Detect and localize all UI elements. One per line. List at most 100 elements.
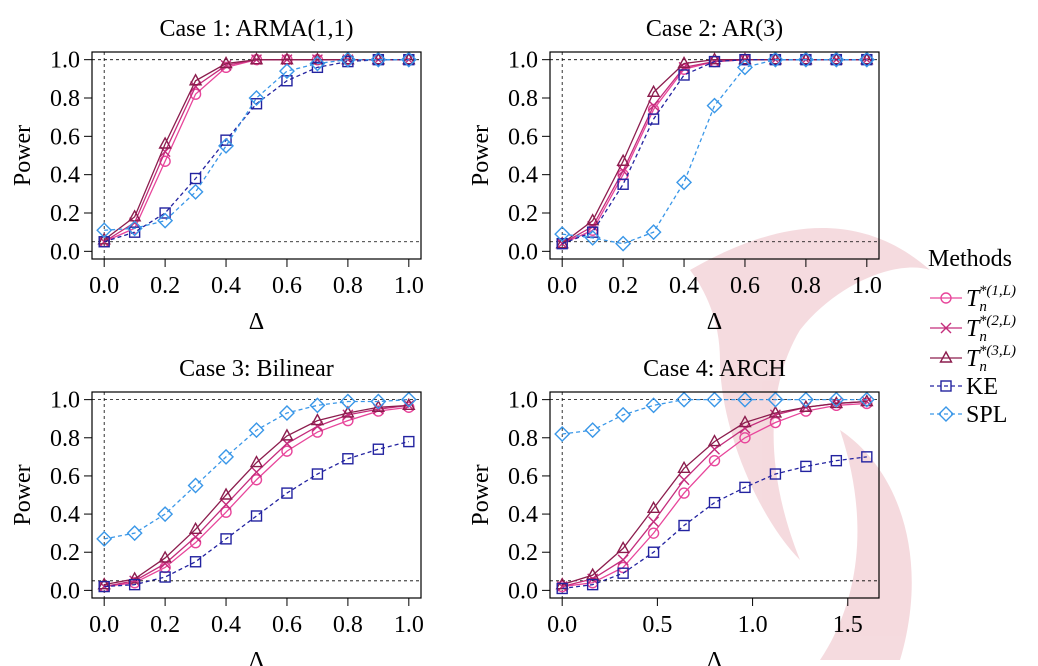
series-line <box>104 440 409 588</box>
marker <box>738 415 752 428</box>
series-line <box>561 59 867 245</box>
watermark <box>690 228 930 660</box>
marker <box>799 52 813 65</box>
marker <box>187 183 204 200</box>
x-tick-label: 0.0 <box>89 612 119 638</box>
legend-label-name: T <box>966 316 981 342</box>
x-tick-label: 0.8 <box>333 273 363 299</box>
marker <box>678 474 690 486</box>
marker <box>96 222 113 239</box>
legend-label: SPL <box>966 402 1007 428</box>
marker <box>189 172 202 185</box>
y-tick-label: 1.0 <box>508 48 538 74</box>
marker <box>586 226 599 238</box>
marker <box>739 481 751 494</box>
y-tick-label: 0.0 <box>508 578 538 604</box>
x-tick-label: 0.4 <box>211 273 241 299</box>
y-axis-label: Power <box>10 125 36 186</box>
marker <box>829 52 844 65</box>
legend-label: KE <box>966 374 998 400</box>
marker <box>707 52 722 65</box>
marker <box>310 413 325 426</box>
marker <box>860 394 874 407</box>
marker <box>616 540 630 554</box>
marker <box>646 84 661 97</box>
marker <box>190 81 202 92</box>
marker <box>645 397 662 414</box>
series-line <box>561 59 867 245</box>
marker <box>554 425 571 442</box>
plot-frame <box>549 51 880 260</box>
marker <box>157 212 174 229</box>
marker <box>403 435 415 448</box>
series-line <box>104 398 409 540</box>
series-line <box>562 402 867 588</box>
marker <box>738 52 752 65</box>
series-line <box>561 400 867 586</box>
x-tick-label: 1.0 <box>394 612 424 638</box>
series-line <box>561 59 867 245</box>
marker <box>556 582 568 595</box>
marker <box>707 434 722 447</box>
marker <box>220 59 232 71</box>
x-axis-label: Δ <box>249 648 264 666</box>
x-axis-label: Δ <box>249 309 264 335</box>
plot-frame <box>91 391 422 599</box>
marker <box>280 428 294 441</box>
marker <box>126 220 143 237</box>
y-axis-label: Power <box>468 464 494 525</box>
marker <box>769 53 782 66</box>
marker <box>250 98 263 110</box>
marker <box>584 229 601 246</box>
marker <box>708 55 721 68</box>
y-tick-label: 0.0 <box>50 239 80 265</box>
x-tick-label: 0.6 <box>730 273 760 299</box>
y-tick-label: 1.0 <box>50 388 80 414</box>
marker <box>342 453 354 465</box>
marker <box>736 391 753 408</box>
marker <box>708 496 721 509</box>
marker <box>769 468 782 480</box>
marker <box>128 226 141 238</box>
marker <box>858 391 875 408</box>
legend-label-sup: *(1,L) <box>979 283 1016 299</box>
legend-label-sup: *(3,L) <box>979 343 1016 359</box>
marker <box>220 533 232 545</box>
marker <box>767 391 784 408</box>
legend-marker <box>940 322 952 334</box>
x-tick-label: 0.5 <box>642 612 672 638</box>
series-line <box>103 59 409 243</box>
marker <box>370 393 387 410</box>
series-line <box>562 59 867 245</box>
series-line <box>562 398 867 435</box>
series-line <box>562 456 867 590</box>
watermark-shape <box>820 430 912 660</box>
plot-frame <box>549 391 880 599</box>
plot-frame <box>91 51 422 260</box>
marker <box>218 137 235 154</box>
marker <box>219 487 233 500</box>
marker <box>615 235 632 252</box>
watermark-shape <box>690 228 930 560</box>
marker <box>828 391 845 408</box>
x-tick-label: 1.5 <box>833 612 863 638</box>
marker <box>676 174 693 191</box>
x-tick-label: 0.0 <box>547 612 577 638</box>
marker <box>769 409 781 421</box>
marker <box>402 52 416 65</box>
marker <box>98 236 110 248</box>
marker <box>617 554 629 566</box>
legend-marker <box>940 380 952 392</box>
marker <box>617 567 629 579</box>
marker <box>281 75 293 87</box>
marker <box>220 499 232 511</box>
marker <box>158 136 172 149</box>
legend-label-sub: n <box>979 299 987 315</box>
marker <box>767 51 784 68</box>
marker <box>585 213 600 226</box>
marker <box>556 237 568 250</box>
marker <box>129 575 141 587</box>
marker <box>220 134 232 146</box>
marker <box>645 224 662 241</box>
marker <box>616 153 630 166</box>
